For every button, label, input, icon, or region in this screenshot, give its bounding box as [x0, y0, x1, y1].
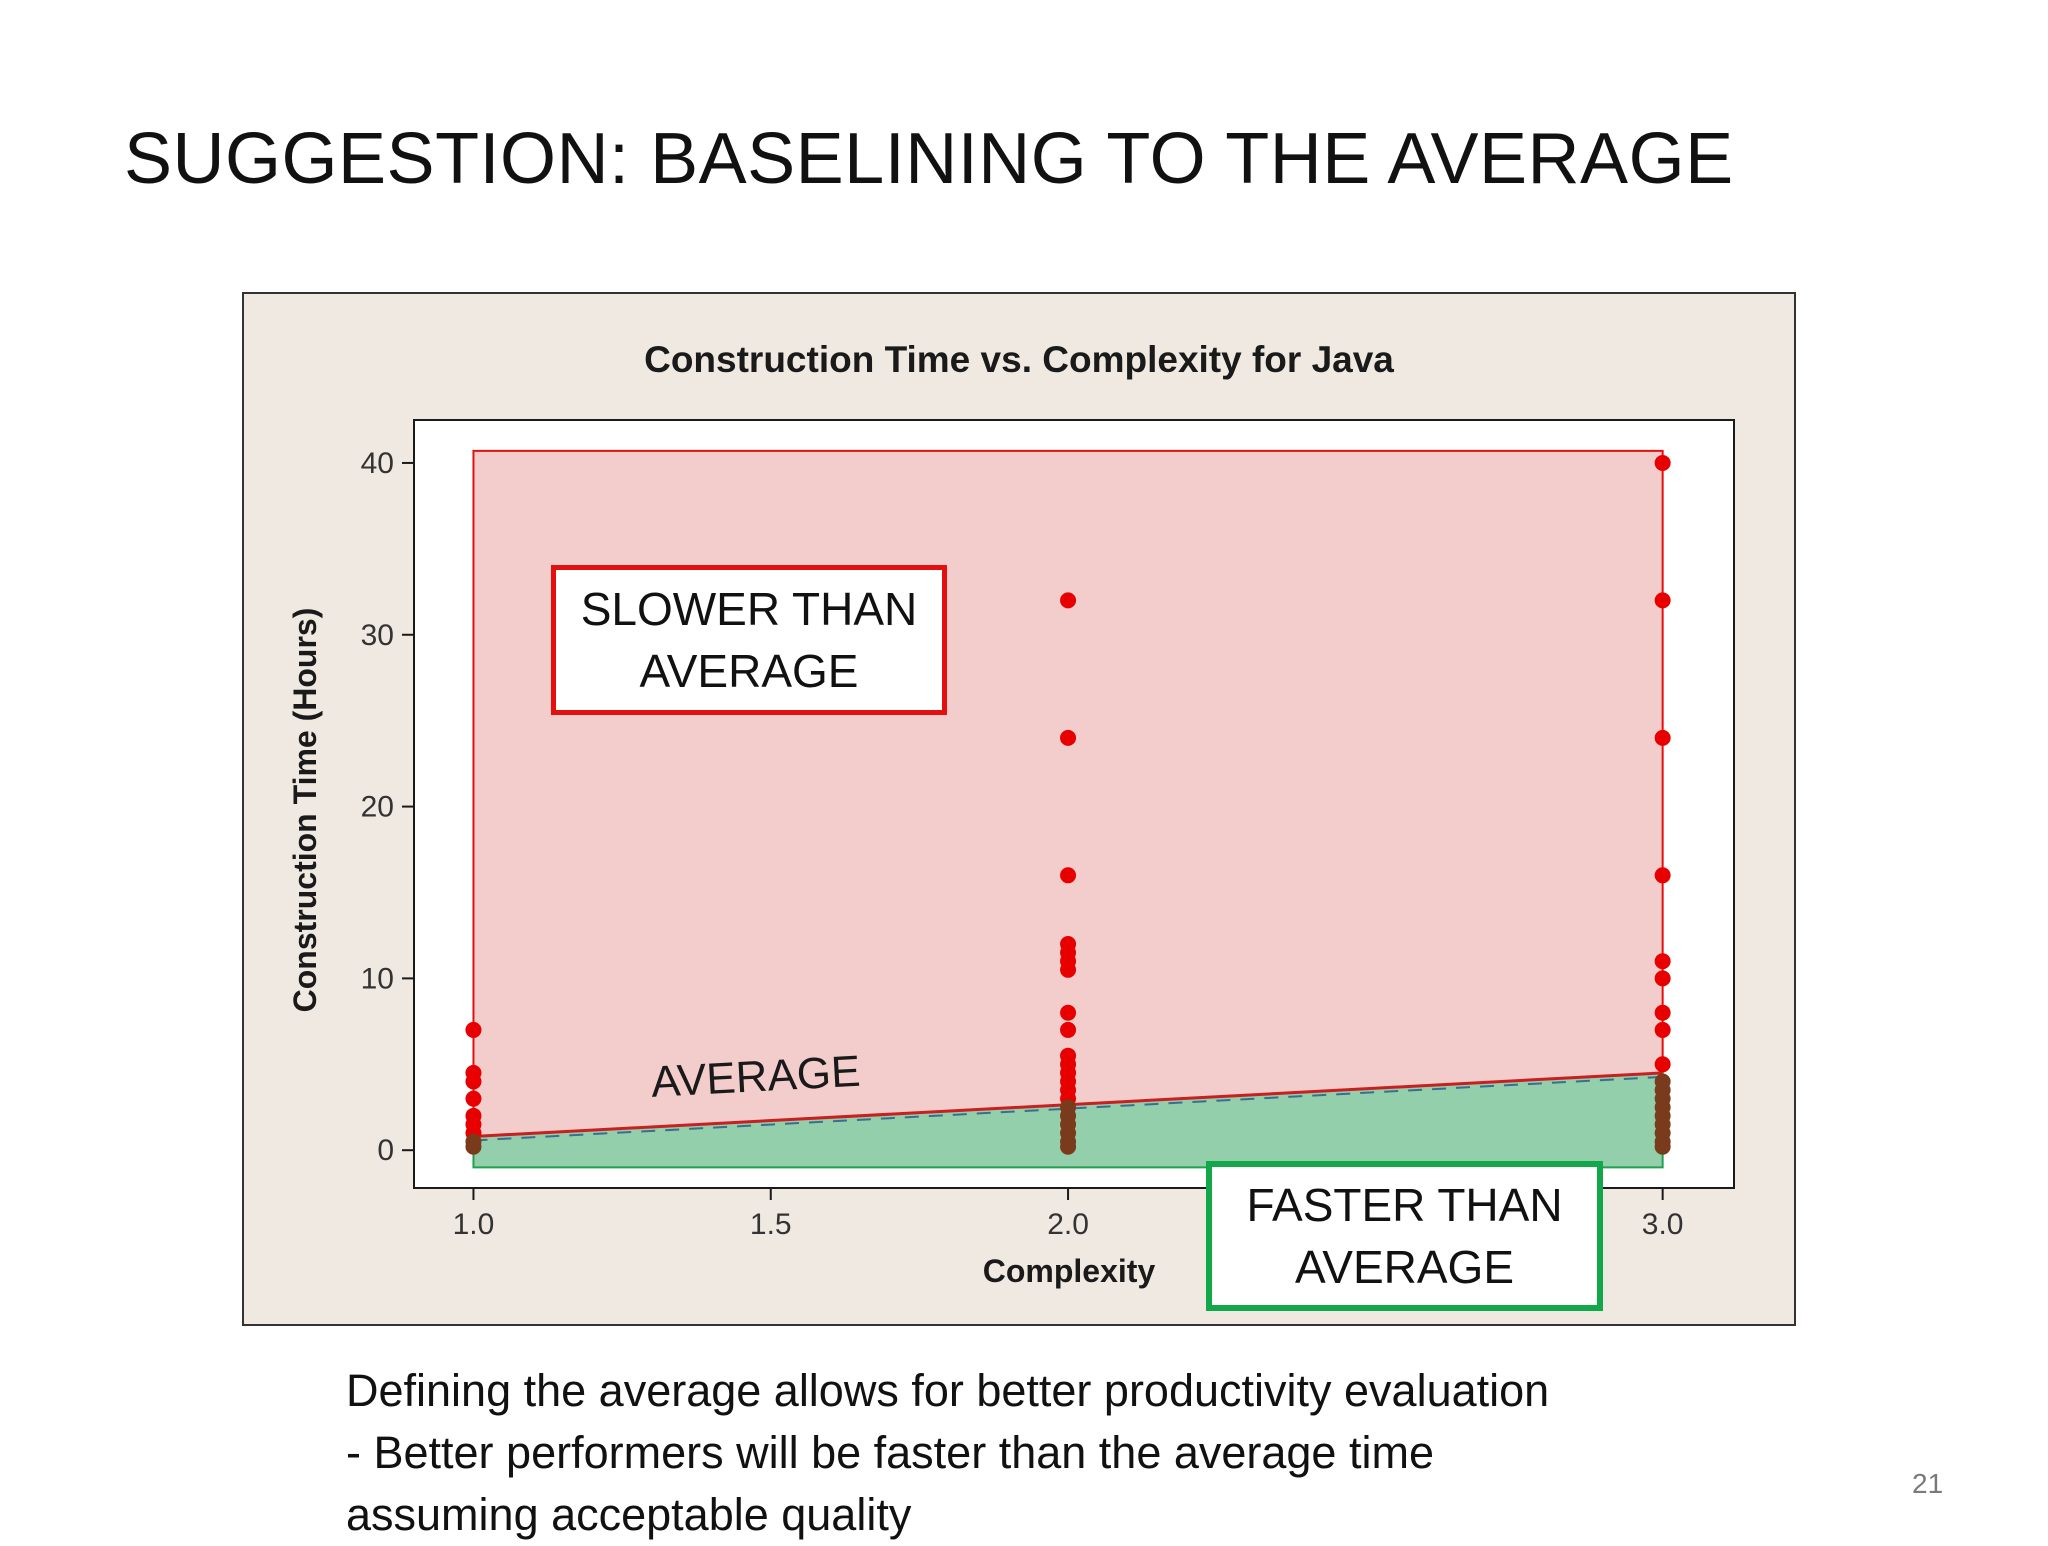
data-point-above-average [1654, 592, 1671, 609]
data-point-above-average [465, 1021, 482, 1038]
data-point-above-average [1060, 1004, 1077, 1021]
points-layer [465, 454, 1671, 1155]
x-axis-label: Complexity [983, 1253, 1156, 1289]
page-number: 21 [1912, 1468, 1944, 1499]
y-tick-label: 0 [377, 1134, 394, 1167]
caption-line-2: - Better performers will be faster than … [346, 1427, 1434, 1478]
data-point-above-average [1654, 729, 1671, 746]
slide-caption: Defining the average allows for better p… [346, 1360, 1549, 1546]
average-fit-line-dashed [473, 1075, 1663, 1142]
data-point-below-average [1060, 1138, 1077, 1155]
x-tick-label: 1.5 [750, 1208, 792, 1241]
faster-callout-line-1: FASTER THAN [1246, 1179, 1563, 1231]
x-tick-label: 3.0 [1642, 1208, 1684, 1241]
data-point-above-average [1060, 592, 1077, 609]
x-tick-label: 2.0 [1047, 1208, 1089, 1241]
faster-callout-line-2: AVERAGE [1295, 1241, 1514, 1293]
data-point-below-average [1654, 1138, 1671, 1155]
y-axis: 0 10 20 30 40 [361, 447, 414, 1167]
data-point-above-average [1060, 961, 1077, 978]
slower-than-average-callout: SLOWER THAN AVERAGE [551, 565, 947, 715]
data-point-above-average [465, 1090, 482, 1107]
data-point-above-average [1654, 867, 1671, 884]
data-point-above-average [1654, 1056, 1671, 1073]
data-point-above-average [1654, 1004, 1671, 1021]
data-point-above-average [1060, 1021, 1077, 1038]
y-axis-label: Construction Time (Hours) [287, 608, 323, 1013]
data-point-above-average [465, 1073, 482, 1090]
faster-than-average-callout: FASTER THAN AVERAGE [1206, 1161, 1603, 1311]
slower-callout-line-2: AVERAGE [639, 645, 859, 697]
y-tick-label: 20 [361, 791, 394, 824]
data-point-above-average [1654, 970, 1671, 987]
data-point-above-average [1654, 953, 1671, 970]
y-tick-label: 40 [361, 447, 394, 480]
caption-line-1: Defining the average allows for better p… [346, 1365, 1550, 1416]
average-label: AVERAGE [650, 1047, 862, 1107]
chart-title: Construction Time vs. Complexity for Jav… [644, 339, 1394, 380]
y-tick-label: 30 [361, 619, 394, 652]
data-point-above-average [1060, 729, 1077, 746]
data-point-below-average [465, 1138, 482, 1155]
slide-title: SUGGESTION: BASELINING TO THE AVERAGE [124, 119, 1734, 199]
data-point-above-average [1654, 1021, 1671, 1038]
data-point-above-average [1654, 454, 1671, 471]
data-point-above-average [1060, 867, 1077, 884]
slower-callout-line-1: SLOWER THAN [580, 583, 918, 635]
caption-line-3: assuming acceptable quality [346, 1489, 912, 1540]
chart-frame: Construction Time vs. Complexity for Jav… [242, 292, 1796, 1326]
x-tick-label: 1.0 [453, 1208, 495, 1241]
y-tick-label: 10 [361, 962, 394, 995]
